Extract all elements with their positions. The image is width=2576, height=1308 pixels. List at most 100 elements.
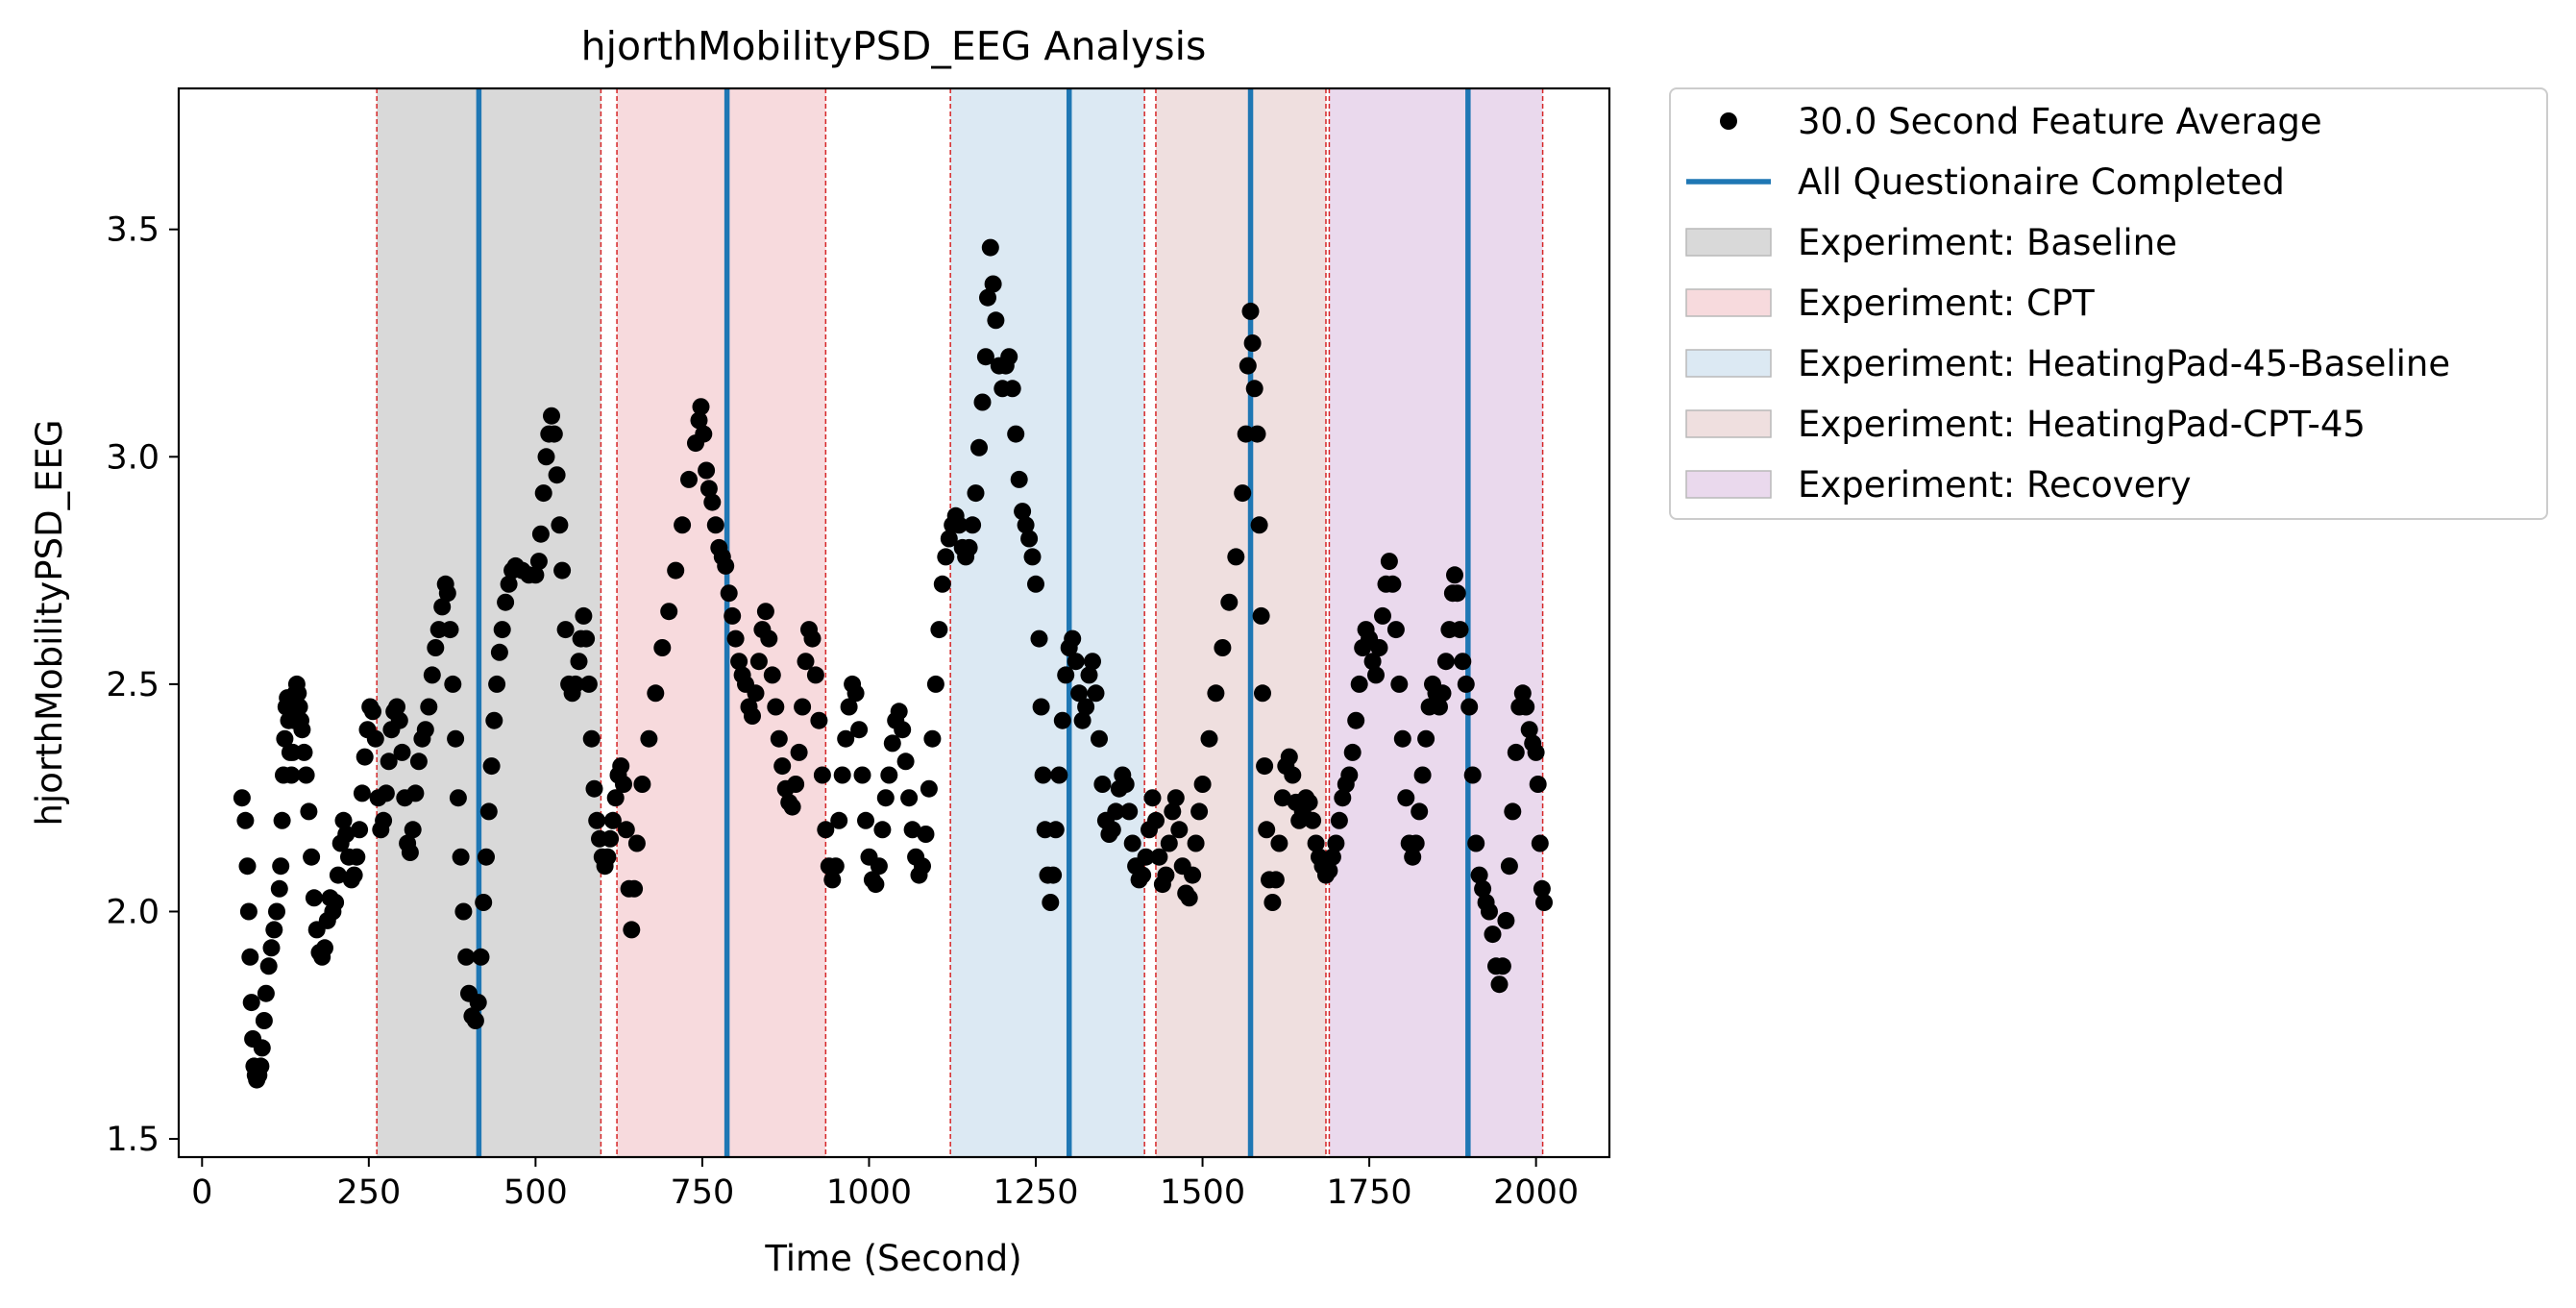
data-point	[268, 902, 285, 921]
data-point	[1446, 566, 1463, 584]
data-point	[493, 621, 511, 639]
legend-marker-patch	[1685, 409, 1772, 438]
data-point	[1300, 793, 1318, 811]
data-point	[937, 548, 955, 566]
data-point	[582, 729, 601, 748]
x-tick-label: 0	[191, 1173, 212, 1212]
data-point	[497, 593, 515, 611]
data-point	[857, 811, 874, 829]
data-point	[466, 1012, 484, 1029]
data-point	[388, 698, 405, 716]
data-point	[1393, 729, 1411, 748]
data-point	[1254, 684, 1271, 703]
data-point	[1273, 789, 1291, 807]
data-point	[615, 776, 632, 793]
data-point	[409, 753, 428, 771]
data-point	[903, 821, 921, 839]
data-point	[575, 606, 593, 625]
data-point	[469, 994, 487, 1012]
data-point	[647, 684, 665, 703]
data-point	[830, 811, 848, 829]
data-point	[500, 575, 518, 593]
data-point	[1340, 766, 1359, 784]
data-point	[1343, 743, 1362, 761]
data-point	[1436, 653, 1455, 671]
chart-title: hjorthMobilityPSD_EEG Analysis	[581, 23, 1207, 69]
data-point	[726, 629, 745, 648]
legend-marker-patch	[1685, 288, 1772, 317]
legend-marker-point	[1720, 112, 1737, 130]
phase-band	[950, 88, 1145, 1157]
plot-frame	[177, 86, 1611, 1159]
data-point	[270, 879, 288, 898]
data-point	[353, 784, 371, 802]
data-point	[553, 561, 572, 580]
data-point	[640, 729, 658, 748]
data-point	[917, 826, 935, 843]
data-point	[1243, 334, 1262, 352]
data-point	[967, 484, 985, 503]
data-point	[441, 621, 459, 639]
data-point	[724, 606, 742, 625]
data-point	[1513, 684, 1532, 703]
data-points	[233, 238, 1553, 1089]
data-point	[479, 802, 498, 821]
data-point	[1123, 834, 1141, 852]
data-point	[1120, 802, 1139, 821]
data-point	[348, 848, 366, 866]
data-point	[472, 948, 490, 966]
data-point	[896, 753, 915, 771]
data-point	[606, 789, 625, 807]
data-point	[454, 902, 473, 921]
data-point	[950, 516, 969, 534]
data-point	[556, 621, 575, 639]
data-point	[979, 288, 996, 307]
data-point	[1150, 848, 1168, 866]
data-point	[1137, 848, 1155, 866]
data-point	[334, 811, 353, 829]
data-point	[1256, 757, 1274, 776]
data-point	[770, 729, 788, 748]
data-point	[1284, 766, 1302, 784]
data-point	[813, 766, 831, 784]
data-point	[364, 703, 381, 721]
data-point	[923, 729, 942, 748]
data-point	[488, 675, 506, 693]
data-point	[601, 829, 620, 848]
data-point	[265, 921, 283, 939]
data-point	[1431, 698, 1448, 716]
data-point	[747, 684, 765, 703]
data-point	[880, 766, 898, 784]
data-point	[837, 729, 855, 748]
data-point	[1087, 684, 1105, 703]
data-point	[1434, 684, 1452, 703]
data-point	[253, 1039, 271, 1057]
data-point	[1160, 834, 1178, 852]
data-point	[290, 698, 308, 716]
data-point	[1307, 834, 1325, 852]
data-point	[1050, 766, 1068, 784]
data-point	[427, 639, 445, 656]
data-point	[252, 1057, 270, 1075]
data-point	[1463, 766, 1482, 784]
y-tick-label: 3.5	[106, 211, 159, 250]
data-point	[390, 711, 408, 729]
data-point	[1474, 879, 1492, 898]
data-point	[1070, 684, 1089, 703]
data-point	[416, 721, 434, 739]
data-point	[833, 766, 851, 784]
data-point	[1417, 729, 1435, 748]
data-point	[599, 848, 617, 866]
data-point	[1093, 776, 1112, 793]
data-point	[987, 311, 1005, 330]
data-point	[490, 643, 508, 661]
data-point	[1030, 629, 1048, 648]
data-point	[1497, 911, 1515, 929]
data-point	[239, 902, 258, 921]
data-point	[1507, 743, 1525, 761]
data-point	[633, 776, 651, 793]
data-point	[295, 743, 313, 761]
data-point	[259, 957, 278, 975]
data-point	[1187, 834, 1205, 852]
x-tick-label: 750	[671, 1173, 735, 1212]
